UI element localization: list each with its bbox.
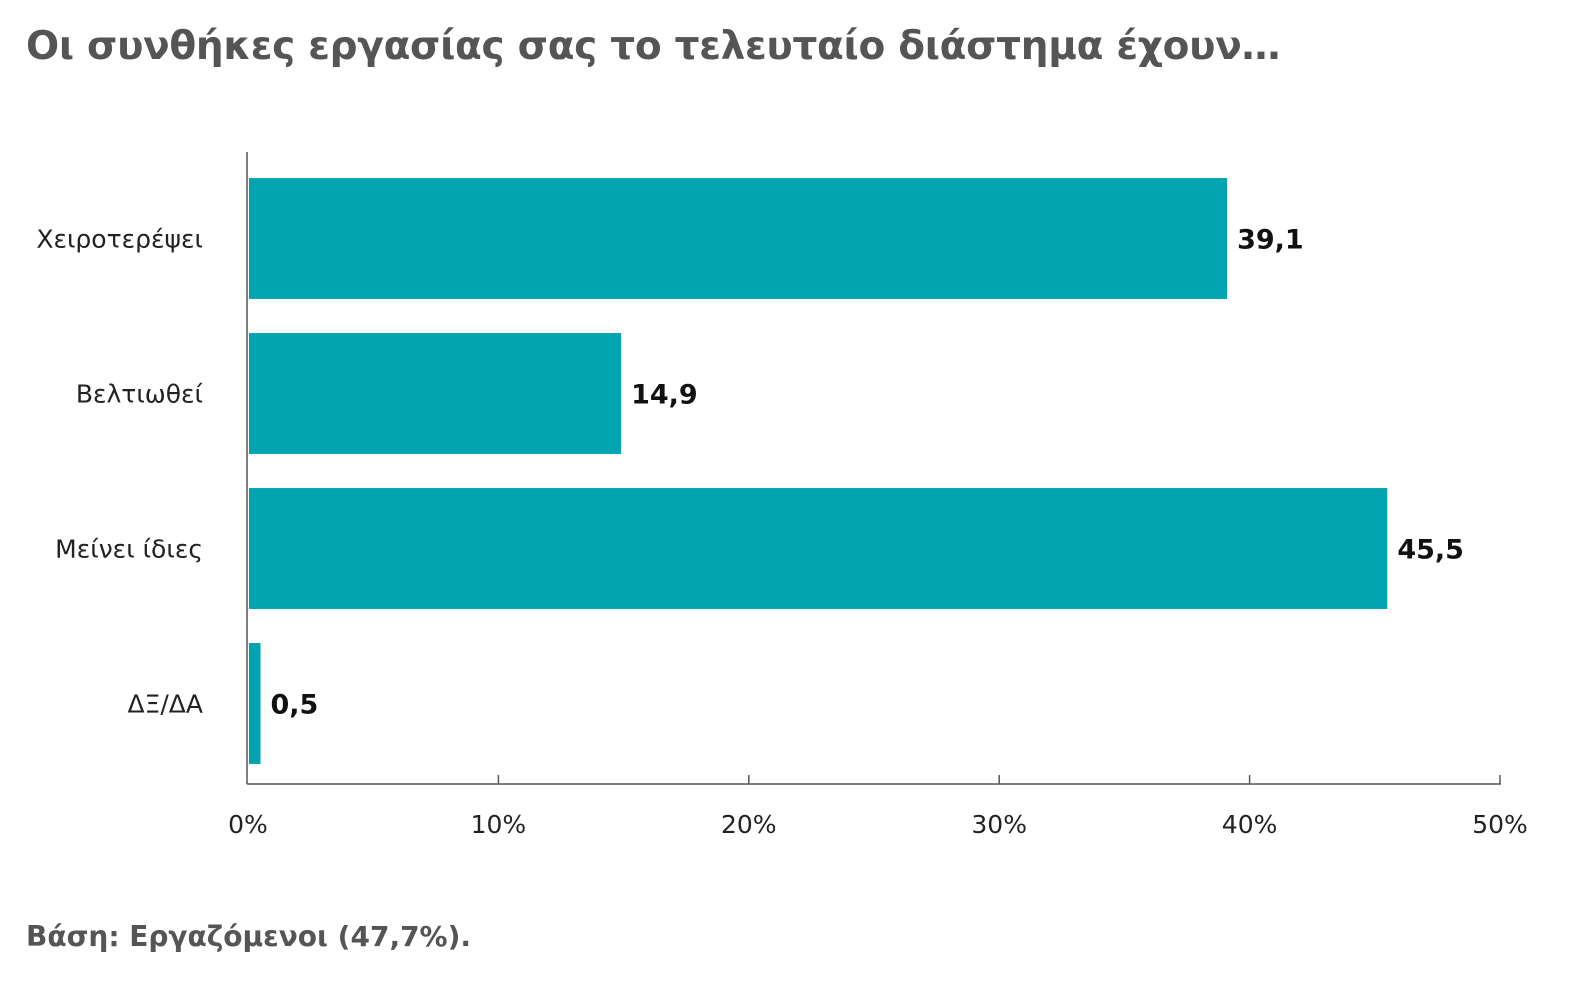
value-label-2: 14,9	[631, 380, 698, 411]
bar-1	[249, 178, 1228, 299]
category-label-3: Μείνει ίδιες	[55, 535, 203, 564]
value-label-3: 45,5	[1397, 535, 1464, 566]
bar-3	[249, 488, 1388, 609]
x-tick-labels: 0% 10% 20% 30% 40% 50%	[228, 810, 1528, 839]
bar-4	[249, 643, 261, 764]
x-tick-label-6: 50%	[1472, 810, 1528, 839]
category-label-1: Χειροτερέψει	[36, 225, 203, 254]
bar-2	[249, 333, 622, 454]
x-tick-label-3: 20%	[721, 810, 777, 839]
bars-group	[249, 178, 1388, 764]
x-tick-label-1: 0%	[228, 810, 268, 839]
category-labels: Χειροτερέψει Βελτιωθεί Μείνει ίδιες ΔΞ/ΔΑ	[36, 225, 203, 719]
value-label-4: 0,5	[271, 690, 319, 721]
chart-title: Οι συνθήκες εργασίας σας το τελευταίο δι…	[26, 24, 1281, 69]
category-label-4: ΔΞ/ΔΑ	[127, 690, 203, 719]
footnote: Βάση: Εργαζόμενοι (47,7%).	[26, 920, 472, 953]
x-tick-label-4: 30%	[971, 810, 1027, 839]
x-tick-label-5: 40%	[1222, 810, 1278, 839]
category-label-2: Βελτιωθεί	[76, 380, 204, 409]
axes	[246, 152, 1501, 785]
value-label-1: 39,1	[1237, 225, 1304, 256]
x-tick-label-2: 10%	[471, 810, 527, 839]
bar-chart: Χειροτερέψει Βελτιωθεί Μείνει ίδιες ΔΞ/ΔΑ 3…	[36, 152, 1528, 839]
value-labels: 39,1 14,9 45,5 0,5	[271, 225, 1464, 721]
